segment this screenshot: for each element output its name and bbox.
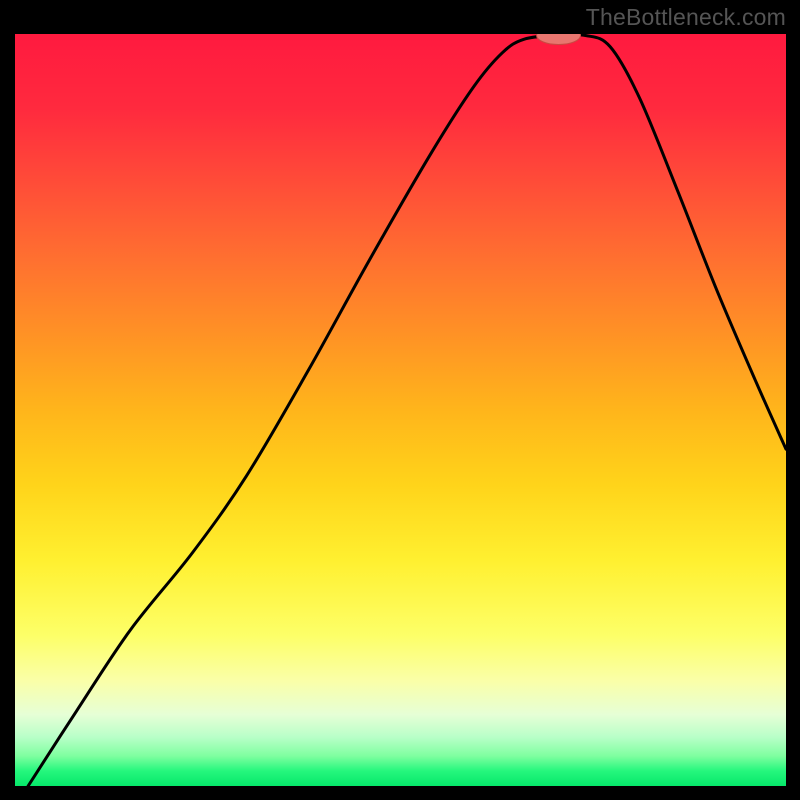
watermark-text: TheBottleneck.com	[586, 4, 786, 31]
chart-plot-area	[15, 34, 786, 786]
chart-background	[15, 34, 786, 786]
chart-svg	[15, 34, 786, 786]
